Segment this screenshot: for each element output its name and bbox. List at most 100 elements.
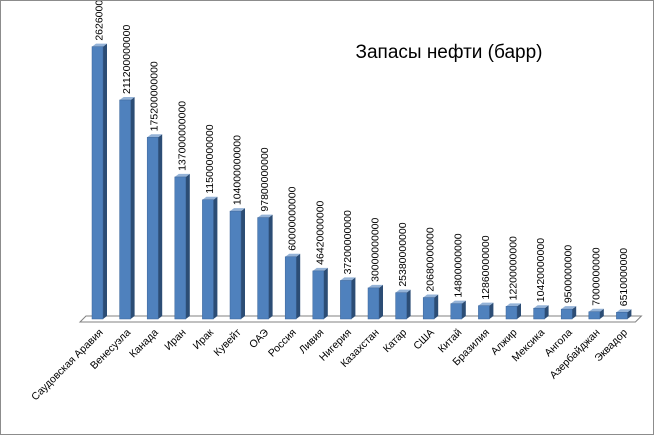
bar-side	[130, 96, 135, 319]
bar-top	[340, 277, 356, 281]
bar-side	[296, 253, 301, 319]
bar-top	[395, 289, 411, 293]
bar-front	[422, 297, 435, 320]
bar	[91, 43, 107, 320]
category-label: Россия	[266, 327, 299, 360]
bar-front	[395, 292, 407, 320]
bar-side	[379, 284, 383, 319]
bar-front	[174, 176, 187, 320]
bar-front	[312, 270, 325, 320]
bar	[174, 173, 190, 320]
data-label: 7000000000	[590, 247, 602, 306]
data-label: 262600000000	[94, 1, 106, 41]
bar-side	[572, 306, 577, 319]
data-labels-group: 262600000000 211200000000 175200000000 1370…	[94, 1, 630, 306]
data-label: 60000000000	[287, 186, 299, 250]
data-label: 12860000000	[480, 235, 492, 299]
bar-side	[544, 305, 549, 319]
bar	[229, 208, 245, 320]
category-label: Катар	[381, 327, 409, 355]
chart-floor	[78, 315, 643, 323]
bar-top	[368, 284, 383, 288]
bar	[340, 277, 356, 320]
bar-top	[202, 196, 218, 200]
bar	[367, 284, 383, 320]
bar-front	[146, 137, 159, 320]
bar-top	[478, 302, 494, 306]
bar-top	[92, 43, 107, 47]
bar-side	[213, 196, 218, 319]
bar-front	[284, 256, 297, 320]
data-label: 37200000000	[342, 210, 354, 274]
bar-top	[285, 253, 301, 257]
bar-top	[588, 308, 604, 312]
bar-side	[599, 308, 604, 319]
bar-side	[489, 302, 494, 319]
bar-side	[323, 267, 328, 319]
bar-top	[533, 305, 549, 309]
bar-side	[351, 277, 356, 319]
bar	[119, 96, 135, 320]
bar	[450, 300, 466, 320]
bar-front	[533, 307, 545, 320]
bar	[312, 267, 328, 320]
bar-side	[185, 173, 190, 319]
bar-top	[506, 303, 521, 307]
data-label: 25380000000	[397, 222, 409, 286]
category-label: Канада	[127, 327, 161, 361]
data-label: 10420000000	[535, 238, 547, 302]
bar	[478, 302, 494, 320]
bar	[257, 214, 273, 320]
data-label: 137000000000	[176, 101, 188, 171]
bar	[588, 308, 604, 320]
data-label: 115000000000	[204, 124, 216, 193]
bar-front	[560, 308, 573, 320]
bar	[202, 196, 218, 320]
bar-top	[312, 267, 328, 271]
bar-front	[588, 311, 601, 320]
data-label: 30000000000	[370, 217, 382, 281]
bar	[395, 289, 411, 320]
bar-front	[616, 311, 628, 320]
data-label: 211200000000	[121, 25, 133, 94]
bar-side	[241, 208, 245, 319]
floor-plane	[78, 315, 643, 323]
bar-top	[230, 208, 245, 212]
data-label: 46420000000	[314, 200, 326, 264]
bar-side	[517, 303, 521, 319]
category-label: США	[411, 327, 437, 353]
bar-side	[627, 309, 632, 319]
data-label: 12200000000	[508, 236, 520, 300]
bar-front	[450, 303, 463, 320]
bar-front	[91, 46, 104, 320]
bar-front	[505, 306, 518, 320]
category-label: Кувейт	[212, 327, 244, 359]
bar-top	[119, 96, 135, 100]
bar-front	[367, 287, 380, 320]
data-label: 14800000000	[452, 233, 464, 297]
bar-side	[406, 289, 411, 319]
data-label: 97800000000	[259, 147, 271, 211]
bar	[422, 294, 439, 320]
bar-top	[147, 134, 163, 138]
bar-top	[450, 300, 466, 304]
bar-top	[423, 294, 439, 298]
data-label: 175200000000	[149, 61, 161, 131]
data-label: 9500000000	[563, 245, 575, 304]
bar	[533, 305, 549, 320]
category-label: Иран	[162, 326, 188, 352]
data-label: 6510000000	[618, 248, 630, 307]
bar-front	[202, 199, 214, 320]
bar-top	[561, 306, 577, 310]
category-label: ОАЭ	[247, 326, 272, 351]
bar	[505, 303, 521, 320]
bar-side	[434, 294, 439, 319]
chart-title: Запасы нефти (барр)	[355, 42, 542, 63]
bar-front	[478, 305, 490, 320]
bar	[284, 253, 301, 320]
bar-front	[119, 99, 131, 320]
bar	[146, 134, 163, 320]
